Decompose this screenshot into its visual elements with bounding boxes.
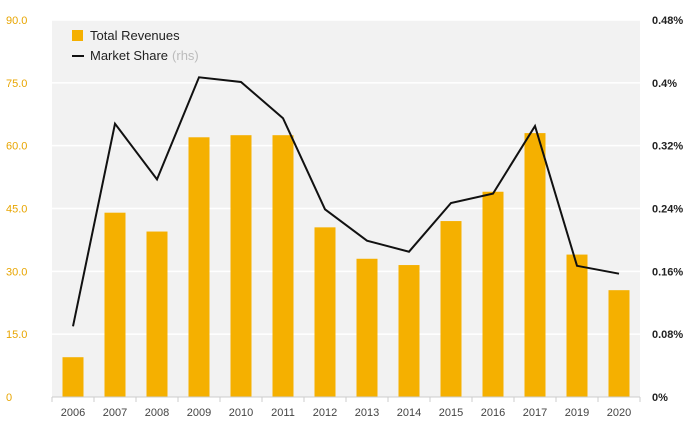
- bar-total-revenues: [398, 265, 420, 397]
- legend-label-market-share-name: Market Share: [90, 48, 168, 63]
- right-axis-tick-label: 0.4%: [652, 78, 677, 90]
- left-axis-tick-label: 60.0: [6, 141, 27, 153]
- bar-total-revenues: [356, 258, 378, 397]
- legend-swatch-total-revenues: [72, 30, 83, 41]
- legend: Total Revenues Market Share (rhs): [72, 28, 199, 63]
- x-axis: 2006 2007 2008 2009 2010 2011 2012 2013 2014 2015…: [51, 396, 641, 419]
- right-axis-tick-label: 0%: [652, 392, 668, 404]
- x-axis-tick-label: 2014: [397, 407, 421, 419]
- right-axis: 0% 0.08% 0.16% 0.24% 0.32% 0.4% 0.48%: [652, 15, 683, 404]
- bar-total-revenues: [608, 290, 630, 397]
- x-axis-tick-label: 2010: [229, 407, 253, 419]
- legend-label-market-share: Market Share (rhs): [90, 48, 199, 63]
- bar-total-revenues: [314, 227, 336, 397]
- x-axis-tick-label: 2017: [523, 407, 547, 419]
- bar-total-revenues: [566, 254, 588, 397]
- bar-total-revenues: [440, 221, 462, 397]
- right-axis-tick-label: 0.48%: [652, 15, 683, 27]
- legend-label-total-revenues: Total Revenues: [90, 28, 180, 43]
- right-axis-tick-label: 0.16%: [652, 266, 683, 278]
- bar-total-revenues: [482, 191, 504, 397]
- bar-total-revenues: [272, 135, 294, 397]
- x-axis-tick-label: 2006: [61, 407, 85, 419]
- left-axis-tick-label: 30.0: [6, 266, 27, 278]
- bar-total-revenues: [188, 137, 210, 398]
- legend-label-market-share-note: (rhs): [172, 48, 199, 63]
- left-axis: 0 15.0 30.0 45.0 60.0 75.0 90.0: [6, 15, 27, 404]
- market-share-line: [72, 76, 620, 327]
- bars: [62, 133, 630, 398]
- bar-total-revenues: [146, 231, 168, 397]
- left-axis-tick-label: 15.0: [6, 329, 27, 341]
- x-axis-tick-label: 2020: [607, 407, 631, 419]
- line-market-share: [72, 76, 620, 327]
- bar-total-revenues: [230, 135, 252, 397]
- x-axis-tick-label: 2011: [271, 407, 295, 419]
- bar-total-revenues: [62, 357, 84, 397]
- x-axis-tick-label: 2012: [313, 407, 337, 419]
- right-axis-tick-label: 0.32%: [652, 141, 683, 153]
- bar-total-revenues: [104, 212, 126, 397]
- bar-total-revenues: [524, 133, 546, 397]
- x-axis-tick-label: 2013: [355, 407, 379, 419]
- x-axis-tick-label: 2016: [481, 407, 505, 419]
- x-axis-tick-label: 2007: [103, 407, 127, 419]
- right-axis-tick-label: 0.24%: [652, 204, 683, 216]
- left-axis-tick-label: 90.0: [6, 15, 27, 27]
- x-axis-tick-label: 2009: [187, 407, 211, 419]
- x-axis-tick-label: 2015: [439, 407, 463, 419]
- left-axis-tick-label: 75.0: [6, 78, 27, 90]
- left-axis-tick-label: 0: [6, 392, 12, 404]
- left-axis-tick-label: 45.0: [6, 204, 27, 216]
- x-axis-tick-label: 2008: [145, 407, 169, 419]
- right-axis-tick-label: 0.08%: [652, 329, 683, 341]
- x-axis-tick-label: 2019: [565, 407, 589, 419]
